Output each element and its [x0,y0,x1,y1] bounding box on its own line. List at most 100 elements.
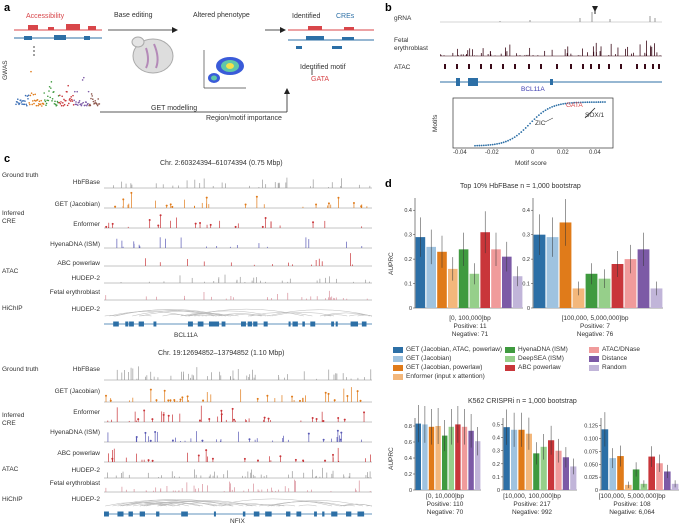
hichip-arc [115,309,226,317]
atac-peak [582,64,584,69]
motif-point [474,144,476,147]
gene-exon [310,321,316,327]
gwas-point [26,104,28,107]
track-lollipop [194,222,197,225]
chart1-g1-ytick-label: 0.4 [522,208,530,214]
atac-peak [570,64,572,69]
motif-score-plot [452,97,614,149]
hichip-arc [343,505,355,507]
hichip-arc [298,504,317,507]
motif-point [595,101,598,103]
chart2-g0-ytick-label: 0.6 [404,440,412,446]
track-enformer: Enformer [73,221,100,228]
gwas-point [78,99,81,102]
gwas-point [21,103,23,105]
track-lollipop [298,399,301,402]
chart2-g1-bar [533,453,540,490]
chart2-g0-bar [461,426,468,490]
chart1-g0-ytick-label: 0.4 [404,208,412,214]
motif-point [515,134,518,137]
chart2-g0-ytick-label: 0 [409,488,412,494]
motif-point [537,114,540,116]
motif-point [493,143,496,146]
gwas-point [24,100,26,102]
gene-exon [138,321,144,327]
track-lollipop [261,225,264,228]
chart2-ylabel: AUPRC [388,447,395,470]
track-lollipop [294,458,297,461]
track-hudep2-atac-2: HUDEP-2 [71,467,100,474]
legend-item: Random [589,364,627,371]
motif-tick: -0.04 [453,150,467,156]
gwas-point [78,101,80,104]
atac-peak [652,64,654,69]
gwas-point [22,103,24,106]
chart2-g0-bar [435,426,441,490]
gwas-point [49,96,51,99]
motif-point [579,101,582,104]
hichip-arc [162,314,189,317]
legend-label: Enformer (input x attention) [406,373,485,380]
gwas-point [45,104,47,107]
motif-point [489,143,492,146]
chart2-g0-ytick-label: 0.2 [404,472,412,478]
gene-exon [213,321,220,327]
panel-label-c: c [4,153,11,165]
track-lollipop [169,399,172,402]
grna-label: gRNA [394,15,412,22]
gwas-point [56,100,59,103]
track-lollipop [144,431,147,434]
track-lollipop [233,418,236,421]
gwas-point [75,101,77,103]
atac-peak [480,64,482,69]
gwas-point [47,99,50,102]
motif-point [577,101,580,104]
track-lollipop [202,399,205,402]
gwas-point [40,99,42,102]
gwas-point [37,104,39,107]
legend-swatch [393,373,403,380]
track-lollipop [340,431,343,434]
gwas-point [94,100,96,102]
chart1-g0-bar [491,249,501,308]
track-lollipop [151,459,154,462]
chart2-g2-bar [656,463,663,490]
motif-point [531,120,534,123]
gwas-point [18,102,21,105]
motif-point [597,101,600,103]
track-lollipop [327,392,330,395]
gwas-point [30,70,32,73]
legend-label: ABC powerlaw [518,364,561,371]
hichip-arc [104,315,116,317]
gene-exon [357,511,360,517]
gwas-point [96,103,98,105]
chart2-range-1: [10,000, 100,000]bp [503,493,561,500]
gene-exon [265,511,271,517]
legend-swatch [393,355,403,362]
legend-swatch [393,364,403,371]
legend-item: ABC powerlaw [505,364,561,371]
track-get-jacobian-2: GET (Jacobian) [54,388,100,395]
gwas-point [63,98,65,101]
motif-point [509,138,512,141]
motif-point [498,142,501,145]
atac-peak [598,64,600,69]
track-lollipop [181,396,184,399]
chart-k562: 0 0.2 0.4 0.6 0.8 0 0.1 0.2 0.3 0.4 0.5 0 0.025 0.050… [404,405,679,494]
track-lollipop [148,219,151,222]
motif-point [593,101,595,104]
gwas-point [17,102,20,104]
atac-peak [490,64,492,69]
gwas-point [27,98,29,100]
accessibility-label: Accessibility [26,13,65,20]
chart1-g1-bar [533,234,546,308]
track-lollipop [266,394,269,397]
motif-point [604,101,606,103]
track-lollipop [162,413,165,416]
gwas-point [58,101,60,104]
gene-exon [253,321,258,327]
motif-point [564,102,567,105]
gwas-point [32,93,35,96]
track-lollipop [157,224,160,227]
panel-c-top-title: Chr. 2:60324394–61074394 (0.75 Mbp) [160,160,283,167]
